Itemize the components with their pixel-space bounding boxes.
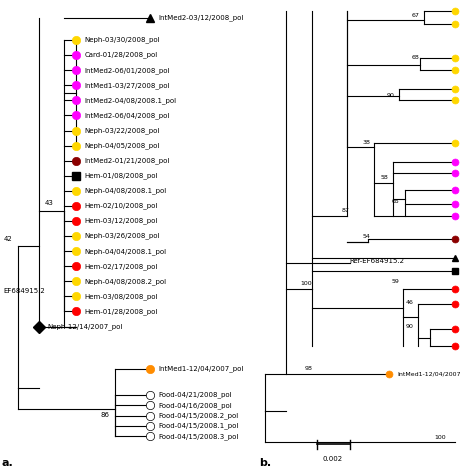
Text: 67: 67 (412, 13, 419, 18)
Text: Food-04/15/2008.1_pol: Food-04/15/2008.1_pol (158, 423, 239, 429)
Text: Hem-03/08/2008_pol: Hem-03/08/2008_pol (84, 293, 158, 300)
Text: IntMed2-06/01/2008_pol: IntMed2-06/01/2008_pol (84, 67, 170, 73)
Text: Hem-01/08/2008_pol: Hem-01/08/2008_pol (84, 173, 158, 179)
Text: Food-04/21/2008_pol: Food-04/21/2008_pol (158, 392, 232, 398)
Text: IntMed2-04/08/2008.1_pol: IntMed2-04/08/2008.1_pol (84, 97, 176, 104)
Text: Neph-04/04/2008.1_pol: Neph-04/04/2008.1_pol (84, 248, 166, 255)
Text: 100: 100 (435, 435, 447, 439)
Text: IntMed2-01/21/2008_pol: IntMed2-01/21/2008_pol (84, 157, 170, 164)
Text: IntMed1-12/04/2007_pol: IntMed1-12/04/2007_pol (158, 365, 244, 372)
Text: 90: 90 (406, 324, 413, 329)
Text: 59: 59 (391, 279, 399, 284)
Text: 86: 86 (100, 412, 109, 419)
Text: 42: 42 (3, 236, 12, 242)
Text: 98: 98 (304, 366, 312, 371)
Text: Food-04/15/2008.3_pol: Food-04/15/2008.3_pol (158, 433, 239, 440)
Text: 87: 87 (342, 209, 349, 213)
Text: EF684915.2: EF684915.2 (4, 288, 46, 294)
Text: Hem-03/12/2008_pol: Hem-03/12/2008_pol (84, 218, 158, 224)
Text: Neph-12/14/2007_pol: Neph-12/14/2007_pol (47, 323, 122, 330)
Text: 0.002: 0.002 (323, 456, 343, 462)
Text: a.: a. (2, 458, 14, 468)
Text: Food-04/16/2008_pol: Food-04/16/2008_pol (158, 402, 232, 409)
Text: Hem-02/10/2008_pol: Hem-02/10/2008_pol (84, 202, 158, 210)
Text: IntMed1-12/04/2007: IntMed1-12/04/2007 (397, 371, 460, 376)
Text: 68: 68 (412, 55, 419, 60)
Text: Neph-04/08/2008.1_pol: Neph-04/08/2008.1_pol (84, 187, 166, 194)
Text: 100: 100 (301, 282, 312, 286)
Text: IntMed2-03/12/2008_pol: IntMed2-03/12/2008_pol (158, 15, 244, 21)
Text: 90: 90 (387, 93, 395, 98)
Text: 54: 54 (362, 234, 370, 239)
Text: Neph-03/22/2008_pol: Neph-03/22/2008_pol (84, 127, 160, 134)
Text: Ref-EF684915.2: Ref-EF684915.2 (349, 257, 404, 264)
Text: 58: 58 (381, 175, 389, 181)
Text: Neph-04/08/2008.2_pol: Neph-04/08/2008.2_pol (84, 278, 166, 285)
Text: IntMed1-03/27/2008_pol: IntMed1-03/27/2008_pol (84, 82, 170, 89)
Text: 43: 43 (45, 201, 54, 206)
Text: Neph-03/26/2008_pol: Neph-03/26/2008_pol (84, 233, 160, 239)
Text: Food-04/15/2008.2_pol: Food-04/15/2008.2_pol (158, 412, 239, 419)
Text: Card-01/28/2008_pol: Card-01/28/2008_pol (84, 52, 157, 58)
Text: 65: 65 (391, 199, 399, 204)
Text: IntMed2-06/04/2008_pol: IntMed2-06/04/2008_pol (84, 112, 170, 119)
Text: Hem-01/28/2008_pol: Hem-01/28/2008_pol (84, 308, 158, 315)
Text: Neph-04/05/2008_pol: Neph-04/05/2008_pol (84, 142, 160, 149)
Text: Neph-03/30/2008_pol: Neph-03/30/2008_pol (84, 36, 160, 44)
Text: 38: 38 (362, 140, 370, 145)
Text: Hem-02/17/2008_pol: Hem-02/17/2008_pol (84, 263, 158, 270)
Text: 46: 46 (406, 301, 413, 305)
Text: b.: b. (259, 458, 271, 468)
